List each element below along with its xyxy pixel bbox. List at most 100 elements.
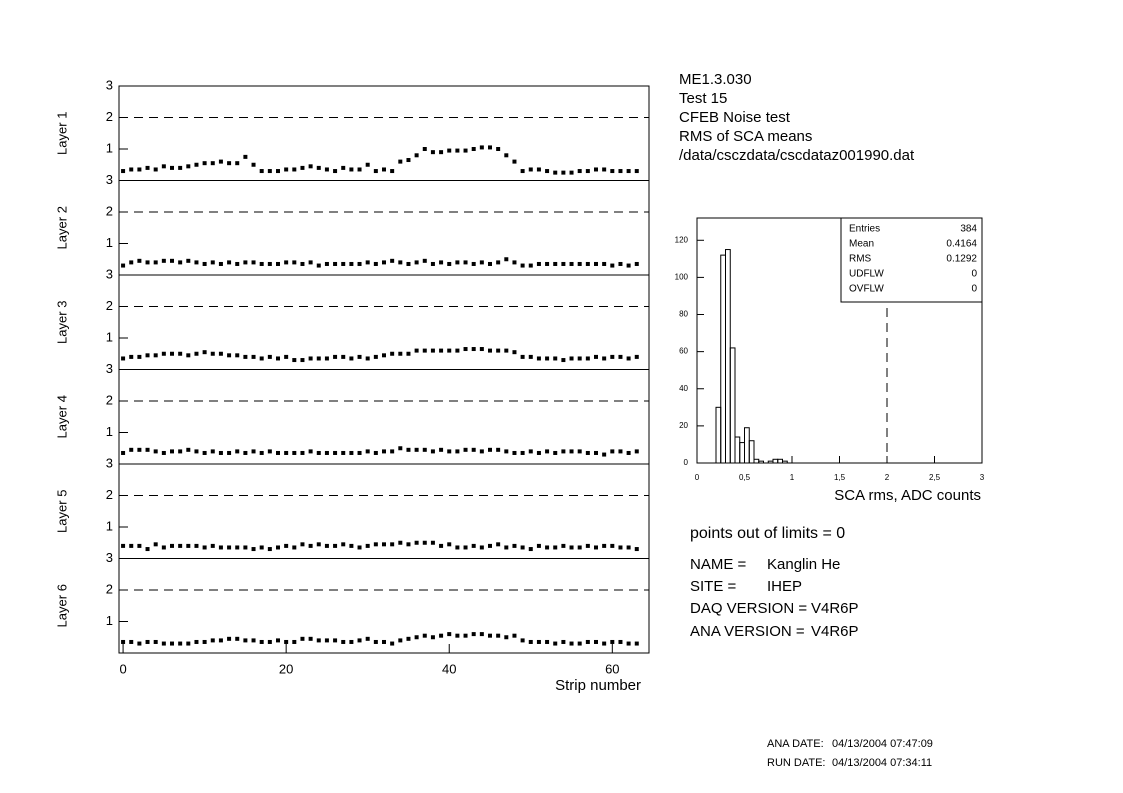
data-point <box>259 169 264 174</box>
data-point <box>227 161 232 166</box>
data-point <box>324 261 329 266</box>
data-point <box>382 260 386 265</box>
data-point <box>210 449 215 454</box>
info-value: V4R6P <box>811 600 859 617</box>
data-point <box>626 450 631 455</box>
data-point <box>488 633 492 638</box>
data-point <box>333 261 338 266</box>
data-point <box>504 545 509 550</box>
data-point <box>422 147 427 151</box>
data-point <box>218 545 223 550</box>
data-point <box>398 446 403 451</box>
data-point <box>251 547 256 552</box>
data-point <box>324 543 329 548</box>
y-tick-label: 0 <box>684 458 689 467</box>
data-point <box>308 449 313 454</box>
data-point <box>569 545 574 550</box>
data-point <box>496 447 501 452</box>
info-label: DAQ VERSION = <box>690 600 807 617</box>
data-point <box>430 348 435 353</box>
data-point <box>186 353 191 358</box>
x-tick-label: 20 <box>279 661 293 676</box>
stats-value: 0 <box>971 284 977 295</box>
data-point <box>292 545 297 550</box>
data-point <box>577 449 582 454</box>
info-label: ANA VERSION = <box>690 623 805 640</box>
data-point <box>414 348 419 353</box>
y-axis-label: Layer 6 <box>54 584 69 627</box>
data-point <box>137 258 142 263</box>
stats-label: UDFLW <box>849 269 884 280</box>
x-tick-label: 0,5 <box>739 473 751 482</box>
data-point <box>414 260 419 265</box>
data-point <box>276 261 280 266</box>
data-point <box>153 542 158 547</box>
data-point <box>235 161 240 166</box>
data-point <box>186 641 191 646</box>
data-point <box>382 542 386 547</box>
data-point <box>243 154 248 159</box>
data-point <box>145 165 150 170</box>
data-point <box>218 351 223 356</box>
data-point <box>373 261 378 266</box>
data-point <box>585 261 590 266</box>
data-point <box>479 632 484 637</box>
data-point <box>194 639 199 644</box>
data-point <box>610 354 615 359</box>
data-point <box>186 164 191 169</box>
data-point <box>585 639 590 644</box>
data-point <box>577 261 582 266</box>
data-point <box>398 638 403 643</box>
data-point <box>406 351 411 356</box>
data-point <box>349 261 354 266</box>
header-line: /data/csczdata/cscdataz001990.dat <box>679 147 915 164</box>
data-point <box>373 542 378 547</box>
data-point <box>186 447 191 452</box>
data-point <box>178 260 183 265</box>
data-point <box>292 167 297 172</box>
data-point <box>170 543 174 548</box>
data-point <box>536 356 541 361</box>
y-tick-label: 3 <box>106 77 113 92</box>
data-point <box>610 169 615 174</box>
data-point <box>561 639 566 644</box>
data-point <box>308 543 313 548</box>
data-point <box>545 449 550 454</box>
data-point <box>520 545 525 550</box>
data-point <box>259 639 264 644</box>
y-tick-label: 2 <box>106 203 113 218</box>
data-point <box>602 543 607 548</box>
data-point <box>357 638 362 643</box>
x-tick-label: 3 <box>980 473 985 482</box>
data-point <box>202 545 207 550</box>
data-point <box>545 639 550 644</box>
data-point <box>626 545 631 550</box>
data-point <box>324 356 329 361</box>
data-point <box>504 153 509 158</box>
data-point <box>316 638 321 643</box>
data-point <box>218 638 223 643</box>
data-point <box>488 261 492 266</box>
data-point <box>349 167 354 172</box>
data-point <box>602 261 607 266</box>
histogram-bar <box>729 347 736 464</box>
header-line: RMS of SCA means <box>679 128 812 145</box>
data-point <box>373 169 378 174</box>
data-point <box>202 450 207 455</box>
x-tick-label: 2 <box>885 473 890 482</box>
data-point <box>504 257 509 262</box>
date-label: RUN DATE: <box>767 757 825 769</box>
data-point <box>447 261 452 266</box>
data-point <box>251 354 256 359</box>
data-point <box>414 447 419 452</box>
data-point <box>422 540 427 545</box>
data-point <box>145 639 150 644</box>
data-point <box>471 347 476 352</box>
y-tick-label: 1 <box>106 140 113 155</box>
data-point <box>439 150 444 155</box>
y-tick-label: 20 <box>679 421 688 430</box>
data-point <box>333 354 338 359</box>
data-point <box>276 356 280 361</box>
stats-value: 0 <box>971 269 977 280</box>
data-point <box>145 447 150 452</box>
